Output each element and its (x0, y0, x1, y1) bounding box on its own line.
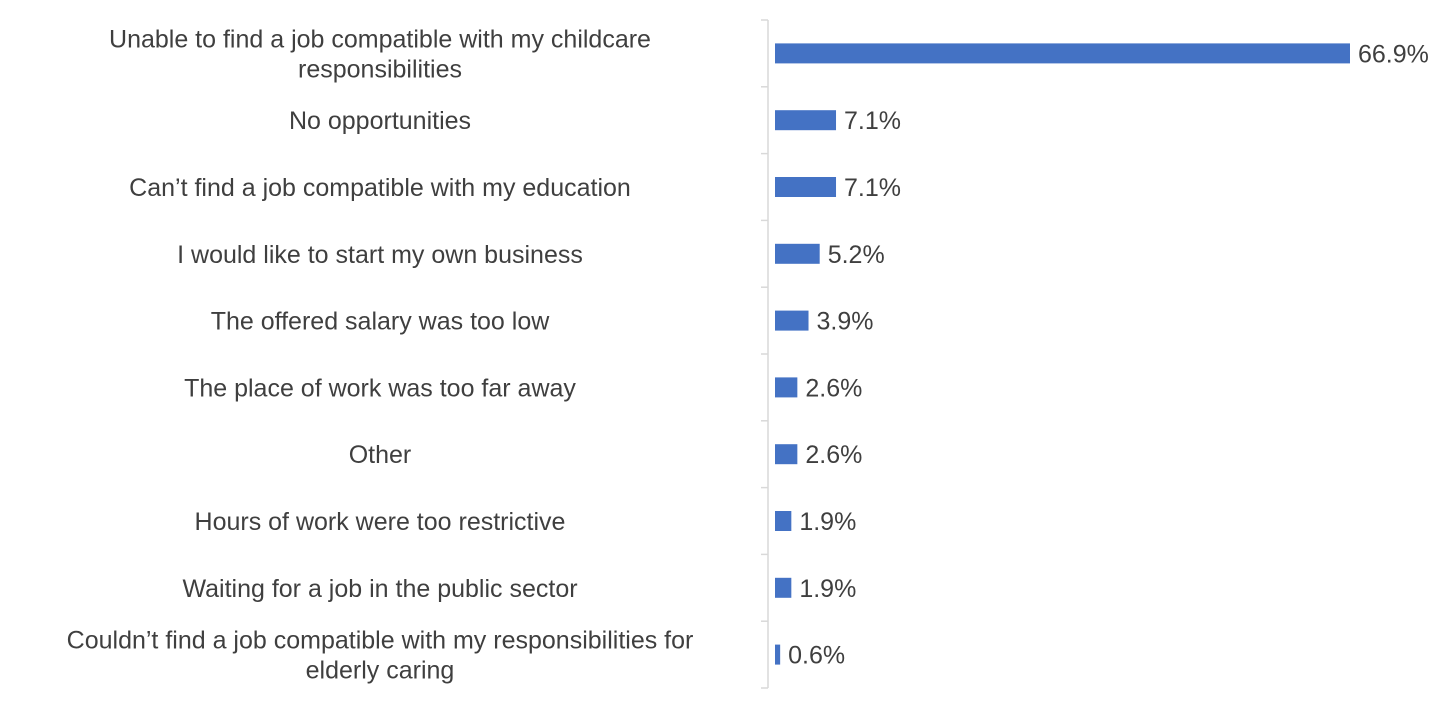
category-label-line: elderly caring (306, 657, 455, 685)
category-label: No opportunities (289, 107, 471, 135)
bar (775, 444, 798, 465)
category-label: Waiting for a job in the public sector (182, 575, 577, 603)
category-label: Couldn’t find a job compatible with my r… (67, 627, 694, 685)
bars (775, 43, 1350, 665)
bar (775, 644, 781, 665)
category-labels: Unable to find a job compatible with my … (67, 25, 694, 684)
category-label-line: Can’t find a job compatible with my educ… (129, 174, 631, 202)
bar (775, 511, 792, 531)
category-label-line: Hours of work were too restrictive (195, 508, 566, 536)
value-label: 2.6% (805, 374, 862, 402)
value-label: 66.9% (1358, 40, 1429, 68)
category-label: Unable to find a job compatible with my … (109, 25, 651, 83)
category-label: Can’t find a job compatible with my educ… (129, 174, 631, 202)
category-label-line: The place of work was too far away (184, 374, 576, 402)
category-label: The offered salary was too low (211, 308, 551, 336)
category-label: The place of work was too far away (184, 374, 576, 402)
value-label: 2.6% (805, 441, 862, 469)
bar (775, 177, 837, 197)
category-label-line: Couldn’t find a job compatible with my r… (67, 627, 694, 655)
category-label-line: I would like to start my own business (177, 241, 583, 269)
category-label: Hours of work were too restrictive (195, 508, 566, 536)
category-label-line: Waiting for a job in the public sector (182, 575, 577, 603)
value-label: 3.9% (817, 308, 874, 336)
value-label: 5.2% (828, 241, 885, 269)
bar (775, 310, 809, 331)
value-label: 7.1% (844, 107, 901, 135)
category-label-line: No opportunities (289, 107, 471, 135)
value-label: 1.9% (799, 575, 856, 603)
bar (775, 243, 820, 264)
category-label: Other (349, 441, 412, 469)
value-label: 7.1% (844, 174, 901, 202)
bar (775, 43, 1350, 64)
category-label-line: Other (349, 441, 412, 469)
value-label: 0.6% (788, 642, 845, 670)
bar (775, 377, 798, 398)
category-label-line: responsibilities (298, 55, 462, 83)
category-label: I would like to start my own business (177, 241, 583, 269)
value-labels: 66.9% 7.1% 7.1% 5.2% 3.9% 2.6% 2.6% 1.9% 1.9% 0.6… (788, 40, 1429, 669)
category-label-line: Unable to find a job compatible with my … (109, 25, 651, 53)
category-label-line: The offered salary was too low (211, 308, 551, 336)
y-axis-ticks (761, 19, 768, 689)
bar (775, 577, 792, 598)
value-label: 1.9% (799, 508, 856, 536)
bar (775, 110, 837, 131)
